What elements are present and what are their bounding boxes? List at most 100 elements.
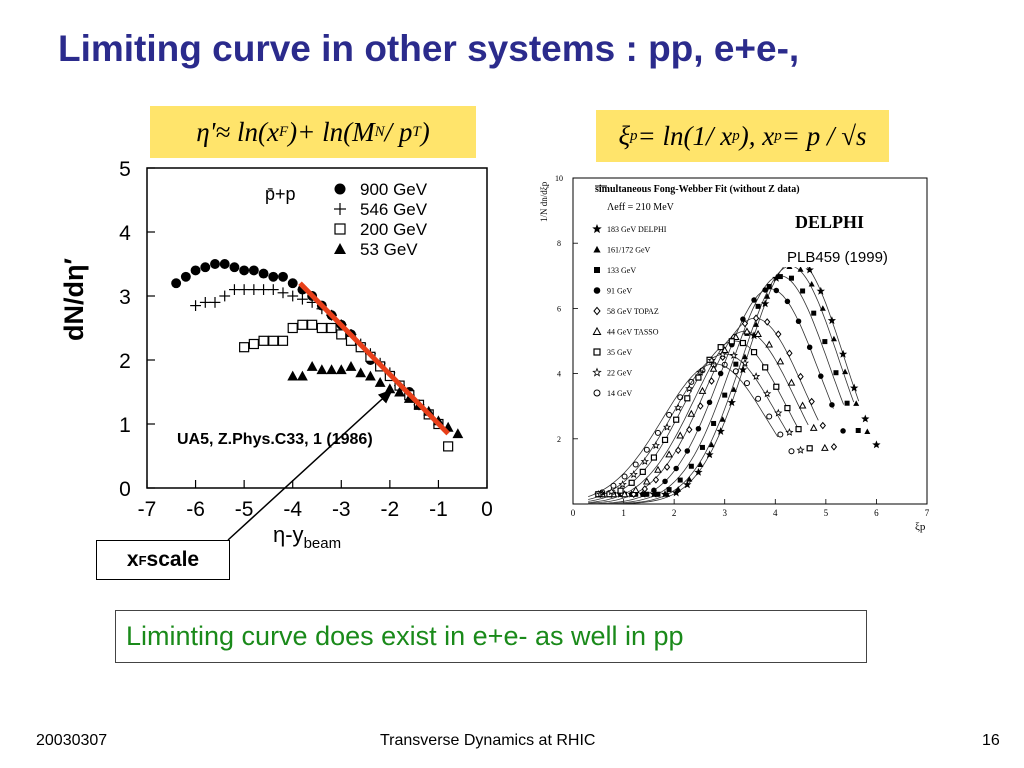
delphi-point xyxy=(775,330,782,338)
ua5-point xyxy=(190,300,201,311)
ua5-point xyxy=(374,377,386,387)
delphi-point xyxy=(752,314,760,322)
delphi-point xyxy=(711,420,717,426)
ua5-point xyxy=(258,284,269,295)
delphi-point xyxy=(629,470,638,479)
delphi-point xyxy=(808,397,815,406)
x-tick-label: -5 xyxy=(235,498,254,521)
limiting-curve-line xyxy=(298,281,450,436)
ua5-point xyxy=(238,284,250,295)
delphi-point xyxy=(740,316,746,322)
x-tick-label: 0 xyxy=(571,508,576,518)
reference-bg xyxy=(783,245,923,267)
ua5-legend-marker xyxy=(334,203,346,215)
delphi-point xyxy=(787,378,796,386)
dn-deta-axis-label: dN/dη′ xyxy=(59,258,89,341)
delphi-point xyxy=(672,488,681,497)
formula-sub: p xyxy=(774,127,782,144)
x-tick-label: 6 xyxy=(874,508,879,518)
ua5-point xyxy=(306,361,318,371)
delphi-legend-label: 161/172 GeV xyxy=(607,246,651,255)
delphi-point xyxy=(761,299,770,308)
formula-part: η'≈ ln(x xyxy=(196,116,279,147)
delphi-legend-marker xyxy=(593,389,601,397)
delphi-point xyxy=(643,446,650,453)
delphi-point xyxy=(686,425,693,434)
delphi-point xyxy=(706,399,713,406)
delphi-ylabel: 1/N dn/dξp xyxy=(539,181,549,222)
ua5-point xyxy=(267,284,279,295)
delphi-point xyxy=(795,318,802,325)
ua5-point xyxy=(209,297,221,308)
formula-part: )+ ln(M xyxy=(288,116,375,147)
delphi-fit-label: simultaneous Fong-Webber Fit (without Z … xyxy=(595,184,800,195)
delphi-legend-marker xyxy=(594,267,600,273)
delphi-fit-curves xyxy=(588,259,860,505)
delphi-legend-marker xyxy=(592,367,602,377)
delphi-point xyxy=(788,275,794,281)
delphi-point xyxy=(784,404,791,412)
delphi-point xyxy=(666,487,672,493)
delphi-legend-label: 35 GeV xyxy=(607,348,632,357)
delphi-point xyxy=(788,448,795,455)
delphi-point xyxy=(665,450,673,458)
x-tick-label: 7 xyxy=(925,508,930,518)
ua5-point xyxy=(248,338,259,350)
delphi-point xyxy=(707,355,716,364)
delphi-point xyxy=(641,485,648,493)
delphi-point xyxy=(716,427,725,435)
delphi-legend-marker xyxy=(593,287,601,294)
delphi-point xyxy=(754,329,762,337)
ua5-point xyxy=(248,284,260,295)
delphi-point xyxy=(651,487,657,494)
y-tick-label: 1 xyxy=(119,414,131,437)
delphi-point xyxy=(652,476,660,484)
delphi-point xyxy=(743,380,750,387)
delphi-point xyxy=(699,367,706,374)
delphi-point xyxy=(730,386,737,392)
footer-title: Transverse Dynamics at RHIC xyxy=(380,732,596,749)
delphi-point xyxy=(755,395,762,402)
ua5-point xyxy=(268,271,279,282)
delphi-point xyxy=(655,491,661,497)
ua5-point xyxy=(171,278,182,289)
delphi-point xyxy=(722,392,728,398)
delphi-point xyxy=(784,298,791,305)
delphi-point xyxy=(699,444,705,450)
delphi-lambda-label: Λeff = 210 MeV xyxy=(607,202,675,213)
delphi-point xyxy=(840,428,846,434)
delphi-point xyxy=(774,408,783,417)
ua5-xlabel: η-ybeam xyxy=(273,522,341,552)
delphi-point xyxy=(766,413,773,420)
page-number: 16 xyxy=(982,732,1000,749)
ua5-point xyxy=(248,265,259,276)
x-tick-label: -2 xyxy=(381,498,400,521)
delphi-point xyxy=(741,319,749,328)
formula-sub: N xyxy=(374,123,385,140)
delphi-point xyxy=(776,357,785,365)
ua5-point xyxy=(297,370,308,381)
x-tick-label: 5 xyxy=(824,508,829,518)
delphi-legend-label: 183 GeV DELPHI xyxy=(607,225,667,234)
delphi-point xyxy=(687,409,696,417)
x-tick-label: -6 xyxy=(186,498,205,521)
delphi-point xyxy=(743,327,751,335)
formula-sub: p xyxy=(732,127,740,144)
delphi-point xyxy=(664,491,671,497)
fit-curve xyxy=(588,363,779,497)
delphi-point xyxy=(673,403,683,412)
ua5-point xyxy=(326,364,337,375)
delphi-plot-border xyxy=(572,177,928,505)
delphi-point xyxy=(654,429,661,436)
delphi-point xyxy=(684,448,691,454)
delphi-legend: 183 GeV DELPHI 161/172 GeV 133 GeV 91 GeV 58… xyxy=(592,185,667,398)
footer-date: 20030307 xyxy=(36,732,108,749)
delphi-point xyxy=(809,423,818,431)
delphi-point xyxy=(728,338,735,345)
y-tick-label: 4 xyxy=(119,222,131,245)
delphi-legend-marker xyxy=(593,348,601,356)
delphi-point xyxy=(844,400,850,406)
delphi-point xyxy=(755,303,761,309)
